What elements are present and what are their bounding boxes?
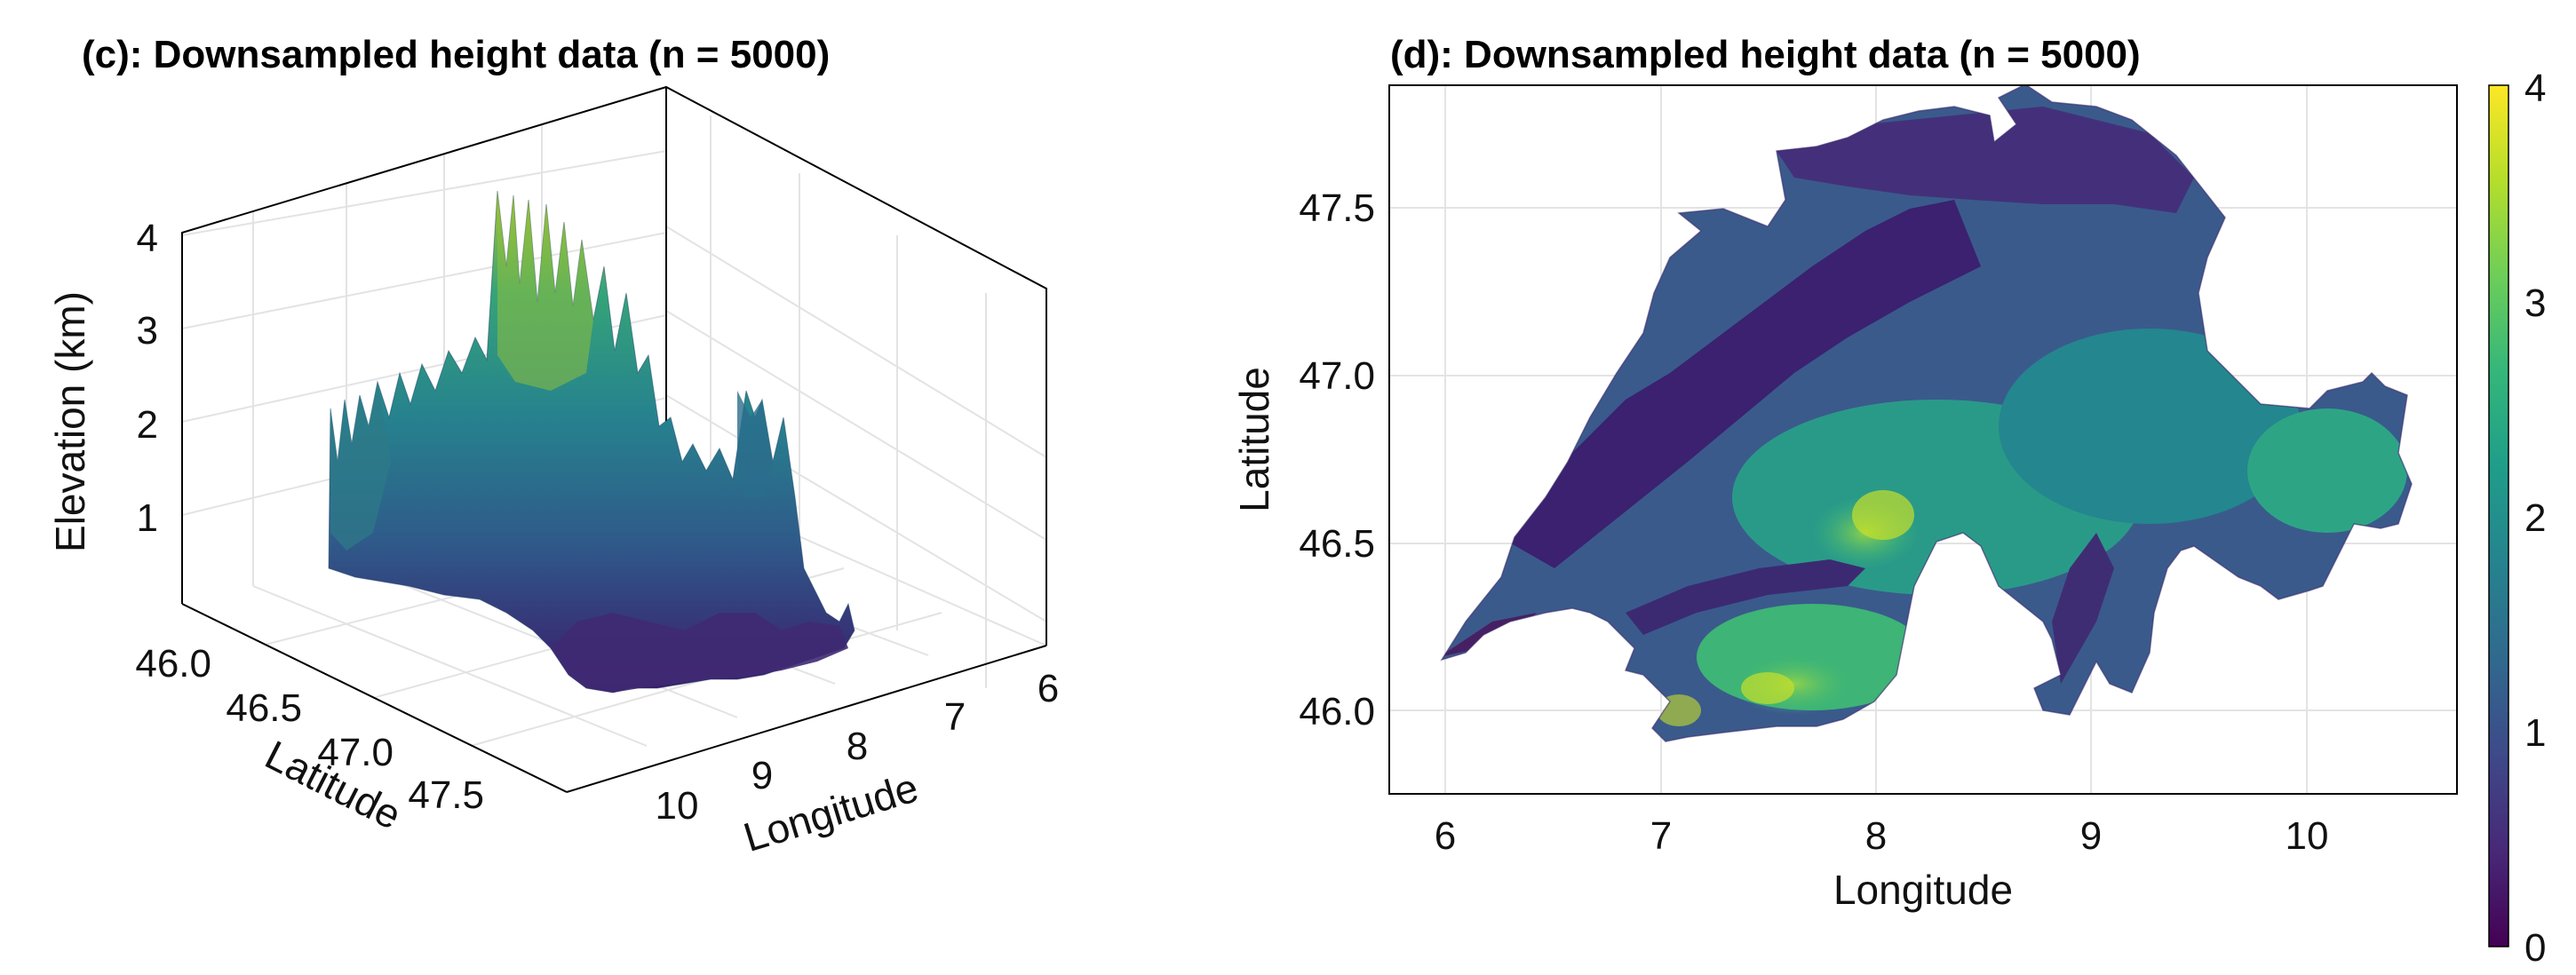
plot-frame — [1388, 84, 2458, 795]
y-tick: 47.0 — [1299, 354, 1375, 398]
lat-tick-labels: 46.0 46.5 47.0 47.5 — [1299, 186, 1375, 733]
x-tick: 9 — [751, 754, 773, 797]
x-tick: 7 — [1650, 814, 1672, 858]
chart-title: (d): Downsampled height data (n = 5000) — [1390, 33, 2141, 76]
lon-gridlines-wall — [665, 115, 1047, 688]
z-tick: 2 — [137, 403, 158, 447]
panel-c: (c): Downsampled height data (n = 5000) — [47, 33, 1059, 860]
colorbar-tick: 0 — [2524, 926, 2546, 970]
x-tick: 6 — [1038, 667, 1059, 710]
x-tick: 10 — [2286, 814, 2329, 858]
x-tick: 10 — [656, 784, 699, 828]
x-tick: 7 — [944, 695, 966, 739]
z-tick-labels: 1 2 3 4 — [137, 217, 158, 540]
x-tick: 8 — [1865, 814, 1887, 858]
lon-tick-labels: 6 7 8 9 10 — [656, 667, 1060, 828]
country-outline — [1440, 85, 2413, 742]
z-tick: 4 — [137, 217, 158, 260]
y-tick: 46.5 — [1299, 522, 1375, 566]
chart-title: (c): Downsampled height data (n = 5000) — [82, 33, 830, 76]
x-tick: 8 — [847, 725, 868, 768]
z-axis-label: Elevation (km) — [47, 291, 93, 552]
y-tick: 47.0 — [317, 731, 394, 774]
colorbar-gradient — [2488, 84, 2509, 947]
panel-d: (d): Downsampled height data (n = 5000) — [1231, 33, 2546, 970]
x-axis-label: Longitude — [1833, 867, 2013, 913]
lon-tick-labels: 6 7 8 9 10 — [1435, 814, 2329, 858]
colorbar-tick: 3 — [2524, 281, 2546, 325]
y-tick: 47.5 — [1299, 186, 1375, 230]
z-tick: 1 — [137, 496, 158, 540]
y-tick: 46.5 — [226, 686, 302, 730]
lat-tick-labels: 46.0 46.5 47.0 47.5 — [135, 642, 484, 817]
y-tick: 47.5 — [408, 773, 484, 817]
colorbar-tick: 4 — [2524, 67, 2546, 110]
colorbar: 0 1 2 3 4 — [2488, 67, 2546, 970]
colorbar-tick: 1 — [2524, 711, 2546, 755]
y-tick: 46.0 — [135, 642, 211, 686]
y-tick: 46.0 — [1299, 690, 1375, 733]
y-axis-label: Latitude — [1231, 367, 1277, 512]
x-tick: 6 — [1435, 814, 1456, 858]
colorbar-tick: 2 — [2524, 496, 2546, 540]
elevation-map — [1440, 85, 2413, 742]
z-tick: 3 — [137, 309, 158, 353]
x-tick: 9 — [2080, 814, 2102, 858]
elevation-surface — [328, 190, 855, 694]
